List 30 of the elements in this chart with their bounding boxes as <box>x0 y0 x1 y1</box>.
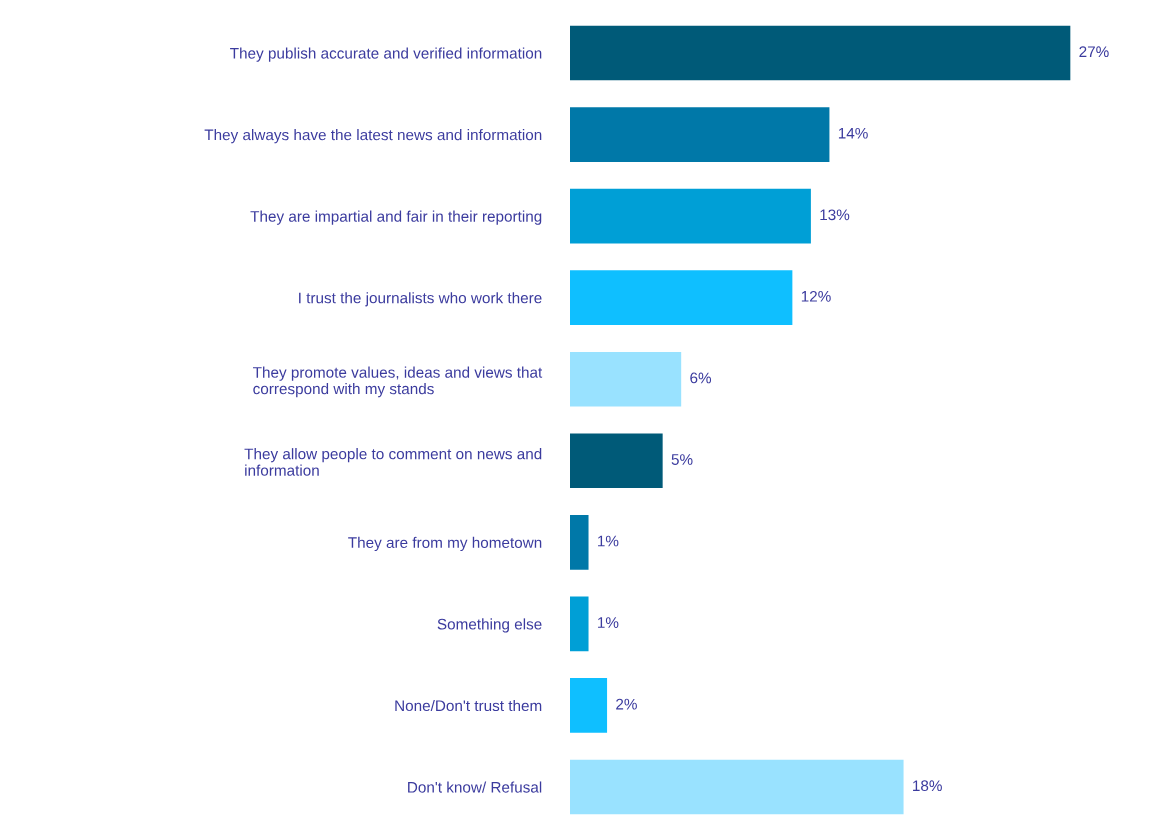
data-label: 2% <box>616 698 637 710</box>
bar <box>570 596 589 652</box>
data-label: 27% <box>1079 46 1109 58</box>
bar <box>570 25 1071 81</box>
y-tick-label: None/Don't trust them <box>395 699 542 712</box>
data-label: 6% <box>690 372 712 384</box>
y-tick-label: I trust the journalists who work there <box>299 292 542 307</box>
y-tick-label: Don't know/ Refusal <box>408 781 542 793</box>
bar <box>570 515 589 570</box>
y-tick-label: They are from my hometown <box>348 536 542 552</box>
bar <box>570 433 663 489</box>
y-tick-label: Something else <box>437 618 542 633</box>
y-tick-label: They always have the latest news and information <box>204 129 542 144</box>
data-label: 12% <box>801 290 831 302</box>
bar <box>570 678 608 733</box>
y-tick-label: They are impartial and fair in their reporting <box>250 210 542 225</box>
data-label: 1% <box>598 617 619 628</box>
bar <box>570 351 682 407</box>
y-tick-label: They publish accurate and verified information <box>230 47 542 62</box>
data-label: 1% <box>598 535 619 547</box>
bar <box>570 759 904 815</box>
bar <box>570 107 830 162</box>
data-label: 13% <box>820 209 850 221</box>
bar <box>570 188 811 244</box>
y-tick-label: They promote values, ideas and views that correspond with my stands <box>253 366 543 398</box>
data-label: 5% <box>671 454 693 465</box>
y-tick-label: They allow people to comment on news and information <box>244 448 542 476</box>
data-label: 14% <box>838 127 868 139</box>
data-label: 18% <box>913 780 942 792</box>
bar <box>570 270 793 325</box>
